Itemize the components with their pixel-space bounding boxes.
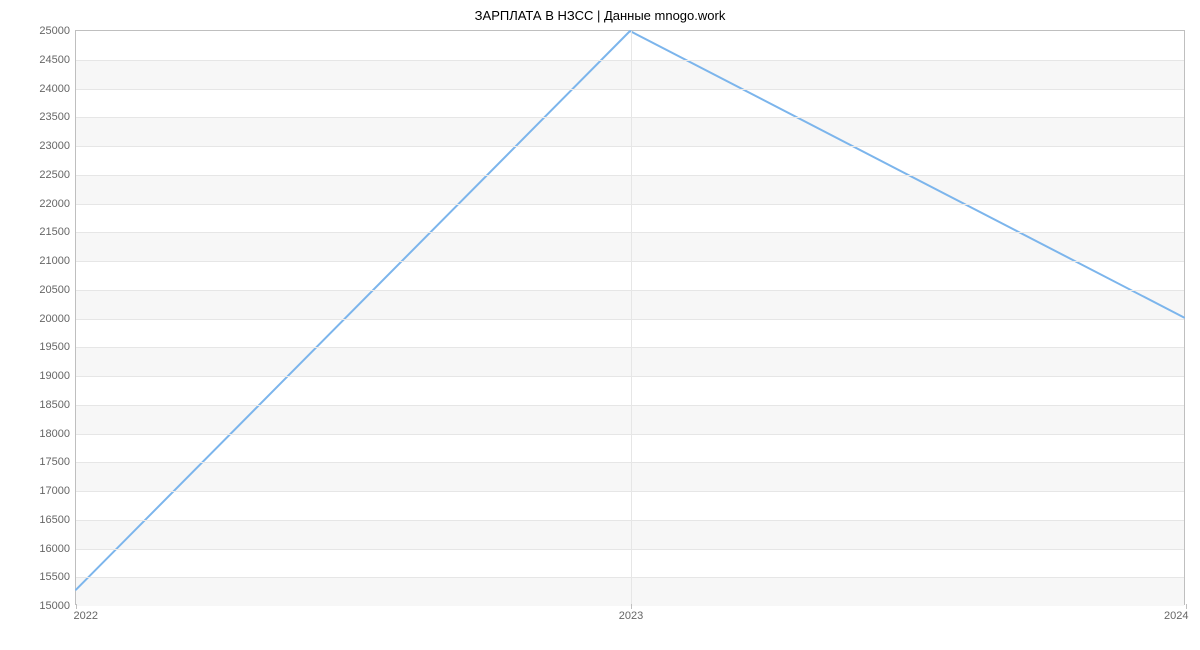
y-tick-label: 18500 [39, 399, 76, 411]
y-tick-label: 21500 [39, 226, 76, 238]
y-tick-label: 16500 [39, 514, 76, 526]
y-gridline [76, 434, 1184, 435]
y-gridline [76, 577, 1184, 578]
y-tick-label: 23000 [39, 140, 76, 152]
y-tick-label: 22000 [39, 198, 76, 210]
y-tick-label: 23500 [39, 111, 76, 123]
y-gridline [76, 146, 1184, 147]
y-tick-label: 25000 [39, 25, 76, 37]
y-tick-label: 15000 [39, 600, 76, 612]
y-gridline [76, 261, 1184, 262]
series-line-salary [76, 31, 1184, 590]
y-gridline [76, 491, 1184, 492]
y-tick-label: 17500 [39, 456, 76, 468]
y-gridline [76, 232, 1184, 233]
y-gridline [76, 175, 1184, 176]
x-tick-label: 2023 [619, 604, 643, 622]
y-gridline [76, 290, 1184, 291]
y-gridline [76, 89, 1184, 90]
y-gridline [76, 376, 1184, 377]
y-gridline [76, 204, 1184, 205]
plot-area: 1500015500160001650017000175001800018500… [75, 30, 1185, 605]
y-tick-label: 20500 [39, 284, 76, 296]
y-gridline [76, 319, 1184, 320]
y-tick-label: 16000 [39, 543, 76, 555]
y-tick-label: 15500 [39, 571, 76, 583]
y-gridline [76, 549, 1184, 550]
x-gridline [631, 31, 632, 604]
y-tick-label: 19500 [39, 341, 76, 353]
y-gridline [76, 520, 1184, 521]
y-tick-label: 18000 [39, 428, 76, 440]
x-tick-label: 2024 [1164, 604, 1188, 622]
y-tick-label: 19000 [39, 370, 76, 382]
y-gridline [76, 347, 1184, 348]
y-tick-label: 20000 [39, 313, 76, 325]
y-tick-label: 22500 [39, 169, 76, 181]
y-tick-label: 21000 [39, 255, 76, 267]
salary-line-chart: ЗАРПЛАТА В НЗСС | Данные mnogo.work 1500… [0, 0, 1200, 650]
y-gridline [76, 405, 1184, 406]
y-gridline [76, 60, 1184, 61]
y-gridline [76, 462, 1184, 463]
chart-title: ЗАРПЛАТА В НЗСС | Данные mnogo.work [0, 8, 1200, 23]
y-tick-label: 24500 [39, 54, 76, 66]
y-tick-label: 17000 [39, 485, 76, 497]
x-tick-label: 2022 [74, 604, 98, 622]
y-tick-label: 24000 [39, 83, 76, 95]
y-gridline [76, 117, 1184, 118]
